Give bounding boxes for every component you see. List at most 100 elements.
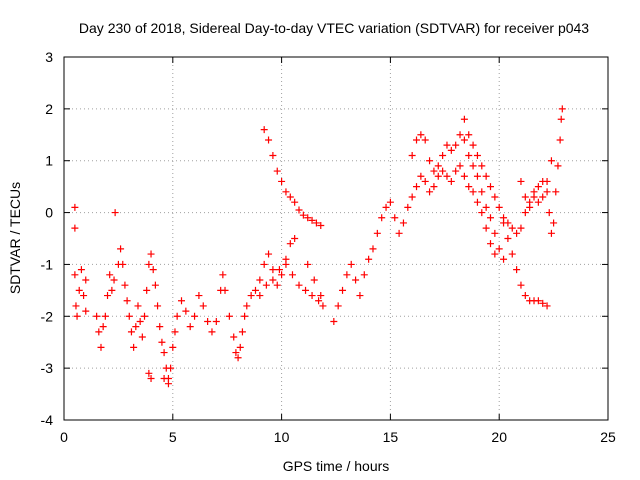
data-point — [72, 302, 80, 310]
data-point — [486, 240, 494, 248]
data-point — [286, 193, 294, 201]
y-tick-label: -3 — [41, 360, 54, 376]
data-point — [134, 302, 142, 310]
x-tick-label: 15 — [383, 429, 399, 445]
x-tick-label: 25 — [600, 429, 616, 445]
data-point — [460, 172, 468, 180]
data-point — [465, 183, 473, 191]
data-point — [291, 198, 299, 206]
data-point — [408, 152, 416, 160]
data-point — [77, 266, 85, 274]
data-point — [82, 276, 90, 284]
data-point — [278, 271, 286, 279]
data-point — [486, 183, 494, 191]
data-point — [382, 203, 390, 211]
data-point — [447, 177, 455, 185]
data-point — [132, 323, 140, 331]
series-p043-j — [517, 177, 547, 211]
data-point — [391, 214, 399, 222]
data-point — [138, 333, 146, 341]
data-point — [302, 286, 310, 294]
data-point — [360, 271, 368, 279]
data-point — [111, 209, 119, 217]
data-point — [186, 323, 194, 331]
data-point — [399, 219, 407, 227]
data-point — [543, 188, 551, 196]
y-tick-label: 2 — [45, 101, 53, 117]
data-point — [543, 177, 551, 185]
data-point — [330, 317, 338, 325]
data-point — [439, 152, 447, 160]
data-point — [71, 271, 79, 279]
data-point — [108, 286, 116, 294]
data-point — [117, 245, 125, 253]
y-axis-label: SDTVAR / TECUs — [7, 182, 23, 294]
data-point — [460, 136, 468, 144]
data-point — [154, 302, 162, 310]
x-tick-label: 10 — [274, 429, 290, 445]
data-point — [447, 146, 455, 154]
data-point — [547, 229, 555, 237]
series-p043-e — [256, 260, 327, 310]
data-point — [191, 312, 199, 320]
y-tick-labels: -4 -3 -2 -1 0 1 2 3 — [41, 49, 54, 428]
data-point — [434, 172, 442, 180]
data-point — [260, 126, 268, 134]
data-point — [145, 260, 153, 268]
data-point — [164, 380, 172, 388]
data-point — [408, 193, 416, 201]
series-p043-c — [145, 235, 299, 388]
data-point — [75, 286, 83, 294]
data-point — [521, 209, 529, 217]
data-point — [158, 338, 166, 346]
data-point — [288, 271, 296, 279]
data-point — [93, 312, 101, 320]
x-axis-label: GPS time / hours — [283, 458, 390, 474]
series-p043-d — [260, 126, 325, 230]
data-point — [504, 235, 512, 242]
plot-frame — [63, 56, 609, 421]
data-point — [500, 214, 508, 222]
data-point — [315, 297, 323, 305]
data-point — [478, 162, 486, 170]
data-point — [495, 203, 503, 211]
data-point — [269, 266, 277, 274]
data-point — [550, 219, 558, 227]
data-point — [247, 292, 255, 300]
data-point — [517, 177, 525, 185]
y-tick-label: -4 — [41, 412, 54, 428]
data-point — [147, 250, 155, 258]
data-point — [365, 255, 373, 263]
data-point — [430, 183, 438, 191]
data-point — [456, 162, 464, 170]
data-point — [80, 292, 88, 300]
data-point — [500, 255, 508, 263]
series-p043-a — [71, 203, 90, 320]
data-point — [426, 157, 434, 165]
data-point — [234, 354, 242, 362]
data-point — [241, 312, 249, 320]
data-point — [478, 209, 486, 217]
data-point — [530, 193, 538, 201]
data-point — [121, 281, 129, 289]
data-point — [521, 292, 529, 300]
data-point — [199, 302, 207, 310]
data-point — [443, 141, 451, 149]
data-point — [491, 193, 499, 201]
data-point — [378, 214, 386, 222]
data-point — [504, 219, 512, 227]
data-point — [439, 167, 447, 175]
data-point — [167, 364, 175, 372]
data-point — [160, 349, 168, 357]
data-point — [352, 276, 360, 284]
data-point — [465, 152, 473, 160]
data-point — [95, 328, 103, 336]
data-point — [417, 172, 425, 180]
data-point — [456, 131, 464, 139]
data-point — [491, 250, 499, 258]
data-point — [195, 292, 203, 300]
x-tick-label: 0 — [60, 429, 68, 445]
series-p043-f — [330, 162, 499, 325]
data-point — [295, 206, 303, 214]
data-point — [347, 260, 355, 268]
